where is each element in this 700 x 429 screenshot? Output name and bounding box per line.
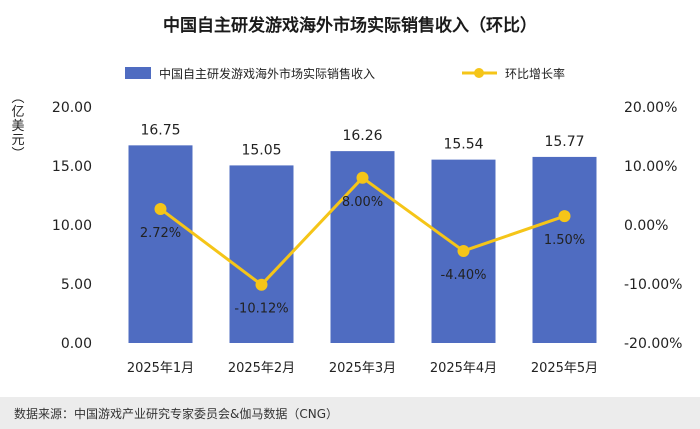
- y2-tick-label: 10.00%: [624, 159, 677, 175]
- y-axis-label-char: ︶: [11, 147, 25, 162]
- legend: 中国自主研发游戏海外市场实际销售收入 环比增长率: [125, 66, 565, 81]
- legend-bar-swatch: [125, 67, 151, 79]
- growth-point: [457, 244, 470, 257]
- legend-bar-label: 中国自主研发游戏海外市场实际销售收入: [159, 66, 375, 81]
- x-tick-label: 2025年3月: [329, 361, 396, 376]
- y2-tick-label: -20.00%: [624, 336, 682, 352]
- y2-tick-label: 0.00%: [624, 218, 668, 234]
- y-axis-label-char: 亿: [11, 105, 25, 120]
- y-tick-label: 5.00: [61, 277, 92, 293]
- growth-point: [356, 171, 369, 184]
- growth-point: [255, 278, 268, 291]
- x-tick-label: 2025年2月: [228, 361, 295, 376]
- y-axis-label-char: 美: [11, 119, 25, 134]
- bar-value-label: 16.26: [342, 128, 382, 144]
- y-axis-label-char: ︵: [11, 91, 25, 106]
- y-axis-label-char: 元: [11, 133, 25, 148]
- y-tick-label: 15.00: [52, 159, 92, 175]
- y-tick-label: 20.00: [52, 100, 92, 116]
- y-tick-label: 10.00: [52, 218, 92, 234]
- footer-source: 数据来源：中国游戏产业研究专家委员会&伽马数据（CNG）: [14, 407, 339, 421]
- y-axis-label-text: ︵ 亿美元 ︶: [10, 92, 26, 162]
- bar: [229, 165, 294, 343]
- legend-line-marker: [474, 68, 484, 78]
- footer-bar: [0, 397, 700, 429]
- bars: 16.75 15.05 16.26 15.54 15.77: [128, 122, 597, 343]
- growth-point: [558, 210, 571, 223]
- category-axis: 2025年1月 2025年2月 2025年3月 2025年4月 2025年5月: [127, 361, 598, 376]
- growth-value-label: 2.72%: [140, 226, 181, 241]
- y-tick-label: 0.00: [61, 336, 92, 352]
- growth-line: 2.72% -10.12% 8.00% -4.40% 1.50%: [140, 171, 585, 317]
- bar: [128, 145, 193, 343]
- chart-title: 中国自主研发游戏海外市场实际销售收入（环比）: [163, 15, 537, 36]
- growth-value-label: 8.00%: [342, 195, 383, 210]
- bar-value-label: 16.75: [140, 122, 180, 138]
- y-axis-label: ︵ 亿美元 ︶: [10, 92, 26, 162]
- growth-value-label: -10.12%: [234, 302, 288, 317]
- growth-point: [154, 202, 167, 215]
- growth-value-label: 1.50%: [544, 233, 585, 248]
- y2-tick-label: -10.00%: [624, 277, 682, 293]
- bar: [532, 156, 597, 343]
- y2-tick-label: 20.00%: [624, 100, 677, 116]
- left-axis: 0.00 5.00 10.00 15.00 20.00: [52, 100, 92, 352]
- bar-value-label: 15.54: [443, 137, 483, 153]
- x-tick-label: 2025年5月: [531, 361, 598, 376]
- right-axis: -20.00% -10.00% 0.00% 10.00% 20.00%: [624, 100, 682, 352]
- bar-value-label: 15.77: [544, 134, 584, 150]
- growth-value-label: -4.40%: [441, 268, 487, 283]
- bar-value-label: 15.05: [241, 142, 281, 158]
- legend-line-label: 环比增长率: [505, 66, 565, 81]
- x-tick-label: 2025年1月: [127, 361, 194, 376]
- x-tick-label: 2025年4月: [430, 361, 497, 376]
